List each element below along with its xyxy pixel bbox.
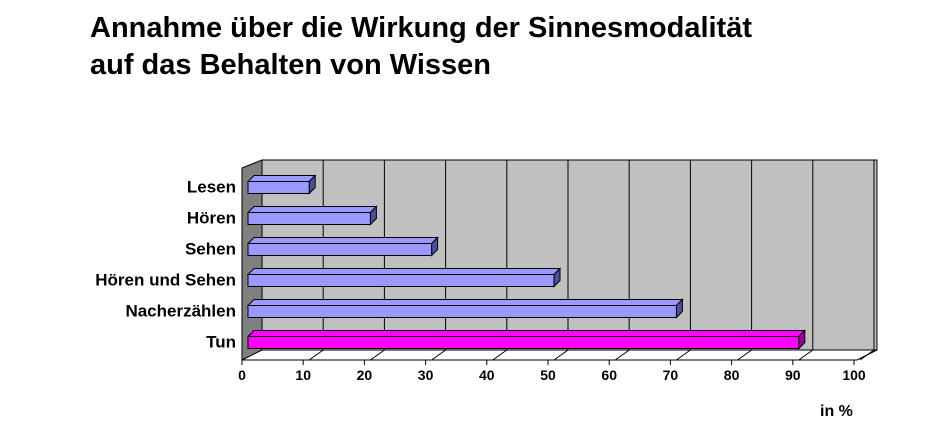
- x-tick-label: 20: [357, 367, 373, 383]
- bars: [246, 174, 807, 350]
- x-tick-label: 80: [724, 367, 740, 383]
- floor-grid-line: [676, 349, 691, 361]
- bar-front-face: [247, 336, 800, 349]
- x-axis-unit-label: in %: [820, 403, 853, 420]
- chart-title-line-2: auf das Behalten von Wissen: [90, 49, 492, 81]
- bar-front-face: [247, 243, 433, 256]
- x-axis: 0 10 20 30 40 50 60 70 80 90 100: [238, 359, 866, 383]
- bar: [246, 329, 807, 350]
- floor-grid-line: [431, 349, 446, 361]
- bar-top-face: [246, 175, 317, 182]
- floor-grid-line: [553, 349, 569, 361]
- floor-grid-line: [798, 349, 814, 361]
- floor-grid-line: [859, 349, 875, 361]
- bar-top-face: [246, 330, 807, 337]
- x-tick-label: 30: [418, 367, 434, 383]
- x-tick-label: 0: [238, 367, 246, 383]
- category-label: Tun: [206, 333, 236, 352]
- bar-front-face: [247, 181, 310, 194]
- floor-grid-line: [614, 349, 630, 361]
- chart-title-line-1: Annahme über die Wirkung der Sinnesmodal…: [90, 12, 753, 44]
- bar: [246, 174, 317, 195]
- floor: [241, 349, 878, 361]
- category-label: Nacherzählen: [125, 302, 236, 321]
- category-label: Hören: [187, 209, 236, 228]
- floor-grid-line: [308, 349, 324, 361]
- bar-top-face: [246, 206, 378, 213]
- category-label: Hören und Sehen: [95, 271, 236, 290]
- bar-front-face: [247, 212, 371, 225]
- bar-front-face: [247, 274, 555, 287]
- x-tick-label: 60: [601, 367, 617, 383]
- bar: [246, 298, 684, 319]
- x-tick-label: 50: [540, 367, 556, 383]
- bar-top-face: [246, 299, 684, 306]
- bar-top-face: [246, 268, 562, 275]
- category-label: Sehen: [185, 240, 236, 259]
- category-label: Lesen: [187, 178, 236, 197]
- bar-front-face: [247, 305, 677, 318]
- floor-grid-line: [737, 349, 752, 361]
- x-tick-label: 40: [479, 367, 495, 383]
- floor-grid-line: [492, 349, 508, 361]
- bar: [246, 205, 378, 226]
- bar: [246, 236, 439, 257]
- bar-top-face: [246, 237, 439, 244]
- bar: [246, 267, 562, 288]
- x-tick-label: 10: [295, 367, 311, 383]
- x-tick-label: 70: [663, 367, 679, 383]
- x-tick-label: 100: [842, 367, 866, 383]
- floor-grid-line: [370, 349, 385, 361]
- chart-title: Annahme über die Wirkung der Sinnesmodal…: [90, 10, 752, 84]
- category-labels: Lesen Hören Sehen Hören und Sehen Nacherzähl…: [95, 178, 236, 352]
- x-tick-label: 90: [785, 367, 801, 383]
